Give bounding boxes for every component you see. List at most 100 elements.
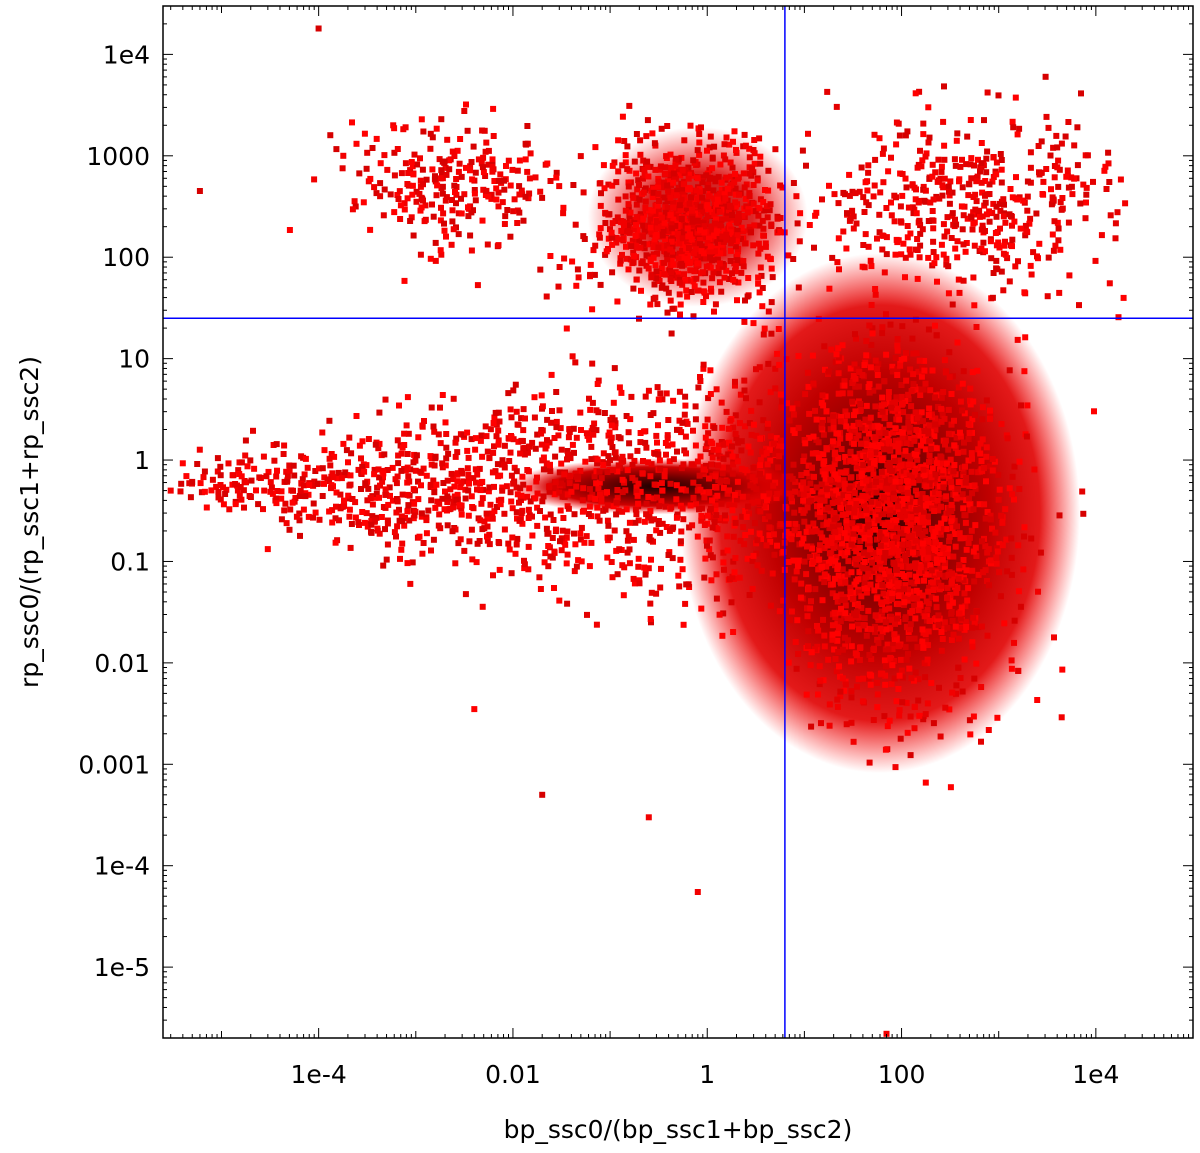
data-point-lower-right bbox=[970, 398, 977, 405]
data-point-tail bbox=[730, 424, 737, 431]
data-point-tail bbox=[698, 517, 705, 524]
data-point-upper-middle bbox=[735, 210, 742, 217]
data-point-upper-middle bbox=[701, 203, 708, 210]
data-point-lower-right bbox=[854, 621, 861, 628]
data-point-tail bbox=[570, 425, 577, 432]
data-point-upper-middle bbox=[607, 226, 613, 233]
data-point-upper-middle bbox=[643, 133, 650, 140]
data-point-tail bbox=[683, 450, 689, 457]
data-point-lower-right bbox=[842, 610, 849, 617]
data-point-lower-right bbox=[867, 460, 874, 467]
data-point-tail bbox=[273, 496, 280, 502]
data-point-upper-left bbox=[458, 210, 465, 217]
data-point-upper-left bbox=[429, 134, 436, 141]
data-point-lower-right bbox=[897, 656, 904, 663]
data-point-upper-right bbox=[1021, 289, 1028, 296]
data-point-upper-left bbox=[442, 164, 449, 171]
data-point-lower-right bbox=[921, 367, 928, 374]
data-point-upper-middle bbox=[677, 311, 683, 318]
data-point-upper-right bbox=[860, 242, 867, 248]
data-point-lower-right bbox=[919, 532, 926, 539]
data-point-upper-middle bbox=[700, 299, 707, 305]
data-point-upper-middle bbox=[613, 235, 620, 241]
data-point-upper-right bbox=[843, 245, 850, 252]
data-point-tail bbox=[741, 318, 748, 325]
data-point-upper-middle bbox=[680, 181, 687, 188]
data-point-lower-right bbox=[884, 723, 891, 730]
data-point-upper-middle bbox=[718, 216, 725, 223]
data-point-lower-right bbox=[864, 585, 871, 592]
data-point-tail bbox=[739, 513, 746, 520]
data-point-tail bbox=[495, 437, 502, 444]
data-point-tail bbox=[547, 511, 554, 518]
data-point-upper-middle bbox=[689, 207, 695, 214]
data-point-lower-right bbox=[835, 624, 842, 631]
data-point-upper-right bbox=[905, 204, 912, 211]
data-point-upper-right bbox=[982, 248, 988, 255]
data-point-upper-middle bbox=[690, 198, 697, 205]
data-point-lower-right bbox=[913, 565, 919, 572]
data-point-tail bbox=[601, 410, 608, 416]
data-point-tail bbox=[437, 440, 444, 447]
data-point-lower-right bbox=[941, 619, 948, 626]
data-point-tail bbox=[464, 447, 471, 454]
data-point-lower-right bbox=[971, 578, 978, 585]
data-point-lower-right bbox=[914, 456, 921, 463]
data-point-lower-right bbox=[942, 704, 949, 711]
data-point-tail bbox=[579, 497, 586, 504]
data-point-tail bbox=[626, 546, 633, 553]
data-point-tail bbox=[470, 505, 477, 512]
data-point-tail bbox=[220, 501, 227, 508]
data-point-tail bbox=[444, 477, 451, 484]
data-point-tail bbox=[662, 440, 669, 446]
data-point-upper-right bbox=[968, 155, 975, 162]
data-point-lower-right bbox=[852, 383, 859, 390]
data-point-tail bbox=[596, 468, 603, 475]
data-point-lower-right bbox=[915, 607, 922, 614]
data-point-tail bbox=[486, 531, 493, 538]
data-point-lower-right bbox=[1059, 666, 1066, 673]
data-point-upper-middle bbox=[642, 204, 649, 211]
data-point-lower-right bbox=[936, 586, 943, 593]
data-point-upper-middle bbox=[641, 245, 648, 252]
data-point-tail bbox=[324, 476, 331, 483]
data-point-lower-right bbox=[880, 590, 887, 597]
data-point-tail bbox=[452, 560, 459, 567]
data-point-tail bbox=[756, 364, 763, 371]
data-point-upper-left bbox=[522, 140, 529, 147]
data-point-lower-right bbox=[837, 693, 844, 700]
data-point-lower-right bbox=[863, 512, 870, 519]
data-point-tail bbox=[371, 471, 378, 478]
data-point-tail bbox=[647, 508, 654, 514]
data-point-tail bbox=[243, 479, 249, 486]
data-point-upper-right bbox=[1084, 152, 1091, 159]
data-point-lower-right bbox=[862, 427, 869, 434]
data-point-lower-right bbox=[925, 426, 932, 433]
data-point-lower-right bbox=[889, 368, 896, 375]
data-point-tail bbox=[546, 488, 553, 495]
data-point-upper-left bbox=[516, 209, 523, 216]
data-point-tail bbox=[619, 476, 626, 483]
data-point-upper-right bbox=[973, 175, 980, 181]
data-point-lower-right bbox=[1028, 535, 1035, 542]
data-point-lower-right bbox=[821, 465, 828, 471]
data-point-lower-right bbox=[901, 599, 908, 606]
data-point-tail bbox=[329, 470, 336, 477]
data-point-upper-right bbox=[1040, 178, 1047, 185]
data-point-upper-middle bbox=[675, 166, 682, 173]
data-point-upper-right bbox=[862, 179, 869, 186]
data-point-upper-middle bbox=[637, 137, 644, 144]
data-point-tail bbox=[490, 572, 496, 579]
data-point-lower-right bbox=[948, 391, 955, 397]
data-point-upper-right bbox=[982, 199, 989, 206]
data-point-upper-left bbox=[514, 220, 521, 226]
data-point-tail bbox=[704, 440, 711, 447]
data-point-upper-middle bbox=[670, 179, 677, 186]
data-point-tail bbox=[539, 427, 546, 434]
data-point-upper-left bbox=[438, 204, 444, 211]
data-point-lower-right bbox=[864, 526, 871, 533]
data-point-tail bbox=[267, 479, 274, 486]
data-point-lower-right bbox=[965, 421, 972, 428]
data-point-tail bbox=[375, 445, 382, 452]
data-point-lower-right bbox=[820, 402, 827, 409]
